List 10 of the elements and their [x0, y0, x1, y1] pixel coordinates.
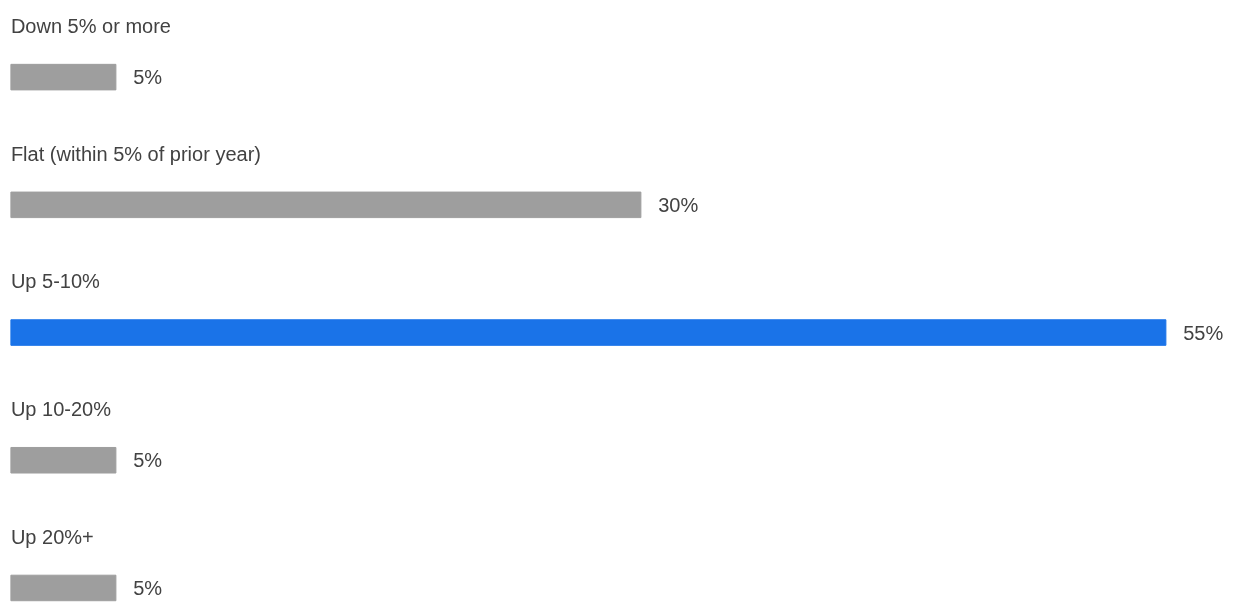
- data-label: 5%: [133, 576, 163, 599]
- y-tick-label: Flat (within 5% of prior year): [10, 142, 261, 165]
- data-label: 5%: [133, 449, 163, 472]
- y-tick-label: Down 5% or more: [10, 15, 171, 38]
- data-label: 5%: [133, 66, 163, 89]
- data-label: 55%: [1183, 321, 1224, 344]
- y-tick-label: Up 5-10%: [10, 270, 101, 293]
- y-tick-label: Up 10-20%: [10, 398, 112, 421]
- y-tick-label: Up 20%+: [10, 525, 94, 548]
- data-label: 30%: [658, 193, 699, 216]
